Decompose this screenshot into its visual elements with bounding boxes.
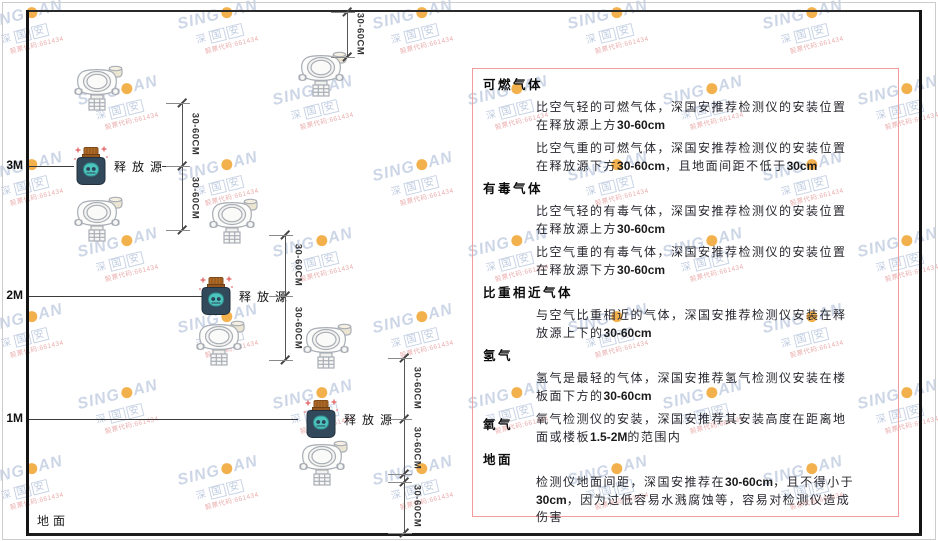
section-heading: 可燃气体 bbox=[483, 78, 544, 92]
gas-detector-icon bbox=[295, 51, 347, 102]
gas-detector-icon bbox=[193, 320, 245, 371]
dimension-extension-line bbox=[388, 533, 412, 534]
release-source-icon bbox=[198, 276, 234, 321]
left-wall-line bbox=[26, 10, 29, 536]
section-paragraph: 比空气轻的可燃气体，深国安推荐检测仪的安装位置在释放源上方30-60cm bbox=[536, 100, 847, 132]
dimension-extension-line bbox=[269, 360, 293, 361]
info-section: 有毒气体比空气轻的有毒气体，深国安推荐检测仪的安装位置在释放源上方30-60cm… bbox=[473, 181, 898, 279]
release-source-label: 释放源 bbox=[239, 290, 294, 304]
height-label-1m: 1M bbox=[6, 411, 23, 425]
section-paragraph: 比空气重的有毒气体，深国安推荐检测仪的安装位置在释放源下方30-60cm bbox=[536, 245, 847, 277]
dimension-extension-line bbox=[166, 103, 190, 104]
release-source-label: 释放源 bbox=[344, 413, 399, 427]
dimension-line bbox=[404, 358, 405, 533]
info-sections: 可燃气体比空气轻的可燃气体，深国安推荐检测仪的安装位置在释放源上方30-60cm… bbox=[473, 77, 898, 527]
dimension-extension-line bbox=[388, 358, 412, 359]
height-line-3m bbox=[29, 166, 74, 167]
dimension-extension-line bbox=[388, 482, 412, 483]
section-heading: 氧气 bbox=[483, 418, 514, 432]
gas-detector-icon bbox=[300, 323, 352, 374]
release-source-icon bbox=[73, 146, 109, 191]
dimension-value-text: 30-60CM bbox=[292, 243, 304, 287]
section-paragraph: 比空气重的可燃气体，深国安推荐检测仪的安装位置在释放源下方30-60cm，且地面… bbox=[536, 141, 847, 173]
info-panel: 可燃气体比空气轻的可燃气体，深国安推荐检测仪的安装位置在释放源上方30-60cm… bbox=[472, 68, 899, 524]
dimension-extension-line bbox=[388, 474, 412, 475]
dimension-line bbox=[285, 235, 286, 360]
release-source-label: 释放源 bbox=[114, 160, 169, 174]
section-paragraph: 检测仪地面间距，深国安推荐在30-60cm，且不得小于30cm，因为过低容易水溅… bbox=[536, 475, 855, 524]
height-label-2m: 2M bbox=[6, 288, 23, 302]
info-section: 氢气氢气是最轻的气体，深国安推荐氢气检测仪安装在楼板面下方的30-60cm bbox=[473, 348, 898, 405]
gas-detector-icon bbox=[206, 198, 258, 249]
info-section: 地面检测仪地面间距，深国安推荐在30-60cm，且不得小于30cm，因为过低容易… bbox=[473, 452, 898, 527]
section-heading: 氢气 bbox=[483, 349, 514, 363]
section-paragraph: 氧气检测仪的安装，深国安推荐其安装高度在距离地面或楼板1.5-2M的范围内 bbox=[536, 412, 847, 444]
info-section: 可燃气体比空气轻的可燃气体，深国安推荐检测仪的安装位置在释放源上方30-60cm… bbox=[473, 77, 898, 175]
height-line-2m bbox=[29, 296, 203, 297]
right-wall-line bbox=[919, 10, 922, 536]
gas-detector-icon bbox=[296, 440, 348, 491]
dimension-extension-line bbox=[331, 12, 355, 13]
info-section: 比重相近气体与空气比重相近的气体，深国安推荐检测仪安装在释放源上下的30-60c… bbox=[473, 285, 898, 342]
dimension-extension-line bbox=[166, 166, 190, 167]
dimension-extension-line bbox=[269, 235, 293, 236]
dimension-value-text: 30-60CM bbox=[189, 176, 201, 220]
section-heading: 比重相近气体 bbox=[483, 286, 574, 300]
release-source-icon bbox=[303, 399, 339, 444]
dimension-value-text: 30-60CM bbox=[354, 12, 366, 56]
section-heading: 有毒气体 bbox=[483, 182, 544, 196]
gas-detector-icon bbox=[71, 196, 123, 247]
ground-line bbox=[27, 533, 922, 536]
ground-label: 地面 bbox=[37, 514, 70, 528]
section-heading: 地面 bbox=[483, 453, 514, 467]
section-paragraph: 与空气比重相近的气体，深国安推荐检测仪安装在释放源上下的30-60cm bbox=[536, 308, 847, 340]
height-label-3m: 3M bbox=[6, 158, 23, 172]
dimension-extension-line bbox=[166, 230, 190, 231]
ceiling-line bbox=[27, 10, 922, 12]
section-paragraph: 比空气轻的有毒气体，深国安推荐检测仪的安装位置在释放源上方30-60cm bbox=[536, 204, 847, 236]
info-section: 氧气 氧气检测仪的安装，深国安推荐其安装高度在距离地面或楼板1.5-2M的范围内 bbox=[473, 411, 898, 446]
dimension-value-text: 30-60CM bbox=[411, 366, 423, 410]
dimension-value-text: 30-60CM bbox=[411, 484, 423, 528]
dimension-value-text: 30-60CM bbox=[411, 426, 423, 470]
dimension-extension-line bbox=[269, 296, 293, 297]
dimension-extension-line bbox=[388, 419, 412, 420]
gas-detector-icon bbox=[71, 65, 123, 116]
dimension-line bbox=[347, 12, 348, 57]
dimension-extension-line bbox=[331, 57, 355, 58]
section-paragraph: 氢气是最轻的气体，深国安推荐氢气检测仪安装在楼板面下方的30-60cm bbox=[536, 371, 847, 403]
height-line-1m bbox=[29, 419, 298, 420]
dimension-value-text: 30-60CM bbox=[189, 112, 201, 156]
dimension-value-text: 30-60CM bbox=[292, 306, 304, 350]
